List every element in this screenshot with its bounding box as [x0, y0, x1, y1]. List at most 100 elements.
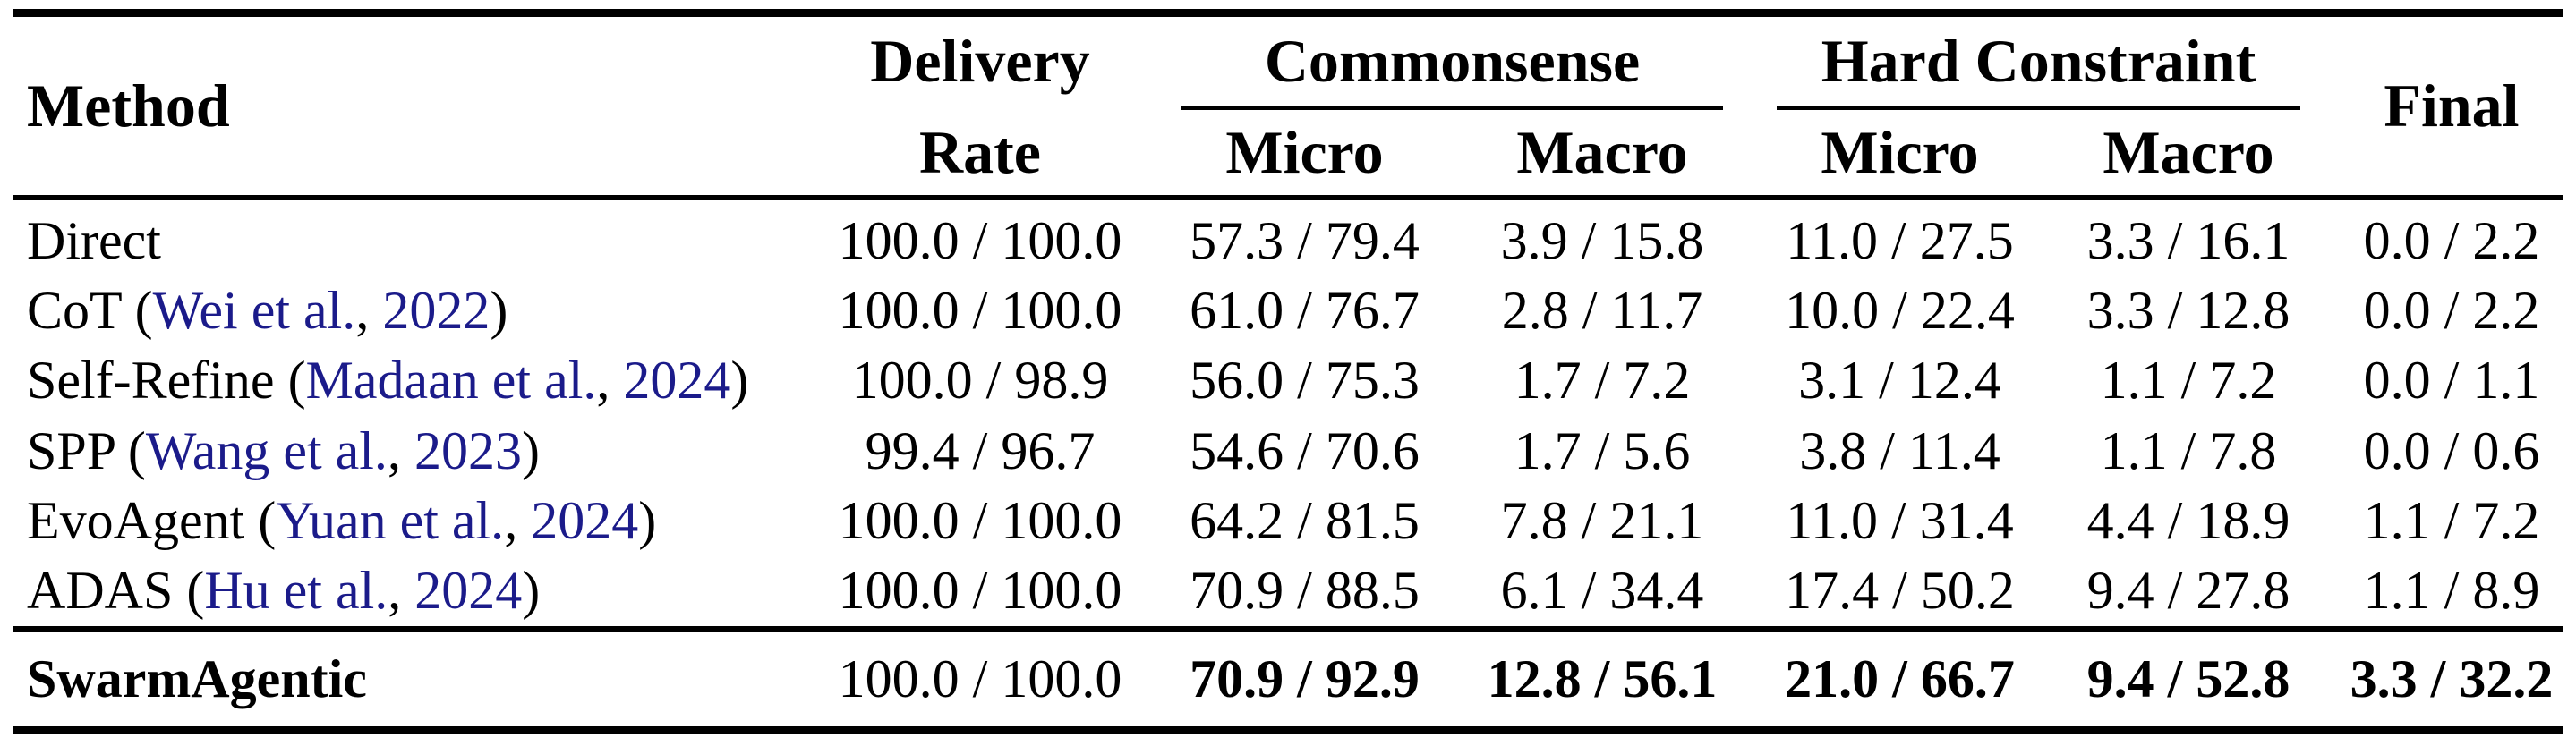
- commonsense-micro-cell: 61.0 / 76.7: [1190, 280, 1420, 340]
- group-header-hard-constraint: Hard Constraint Micro Macro: [1750, 17, 2327, 195]
- method-cell: Direct: [0, 210, 806, 272]
- citation-link[interactable]: Hu et al.: [204, 561, 388, 621]
- method-name: SPP (: [27, 420, 146, 480]
- hard-constraint-micro-cell: 3.1 / 12.4: [1798, 351, 2001, 411]
- commonsense-micro-cell: 56.0 / 75.3: [1190, 351, 1420, 411]
- table-row: Direct 100.0 / 100.0 57.3 / 79.4 3.9 / 1…: [0, 206, 2576, 276]
- citation-link[interactable]: Wei et al.: [152, 280, 356, 340]
- final-cell: 1.1 / 8.9: [2363, 561, 2540, 621]
- hard-constraint-micro-cell: 21.0 / 66.7: [1785, 649, 2015, 708]
- citation-link[interactable]: Wang et al.: [145, 420, 388, 480]
- citation-close: ): [638, 490, 657, 550]
- subheader-hard-constraint-micro: Micro: [1821, 118, 1979, 186]
- commonsense-micro-cell: 70.9 / 88.5: [1190, 561, 1420, 621]
- column-header-method: Method: [27, 72, 230, 140]
- hard-constraint-group-label: Hard Constraint: [1821, 27, 2256, 95]
- method-name: Direct: [27, 210, 161, 270]
- commonsense-micro-cell: 54.6 / 70.6: [1190, 420, 1420, 480]
- citation-close: ): [522, 561, 541, 621]
- citation-year-link[interactable]: 2023: [414, 420, 522, 480]
- citation-separator: ,: [596, 351, 624, 411]
- citation-year-link[interactable]: 2022: [382, 280, 490, 340]
- subheader-hard-constraint-macro: Macro: [2103, 118, 2274, 186]
- method-name: Self-Refine (: [27, 351, 306, 411]
- highlight-row-swarmagentic: SwarmAgentic 100.0 / 100.0 70.9 / 92.9 1…: [0, 632, 2576, 726]
- commonsense-macro-cell: 1.7 / 7.2: [1514, 351, 1691, 411]
- hard-constraint-micro-cell: 10.0 / 22.4: [1785, 280, 2015, 340]
- delivery-cell: 99.4 / 96.7: [865, 420, 1096, 480]
- delivery-cell: 100.0 / 100.0: [838, 210, 1122, 270]
- pre-highlight-rule: [13, 626, 2563, 632]
- commonsense-macro-cell: 6.1 / 34.4: [1500, 561, 1704, 621]
- header-rule: [13, 195, 2563, 200]
- method-name: ADAS (: [27, 561, 205, 621]
- hard-constraint-macro-cell: 4.4 / 18.9: [2086, 490, 2290, 550]
- citation-close: ): [490, 280, 508, 340]
- delivery-cell: 100.0 / 100.0: [838, 280, 1122, 340]
- hard-constraint-macro-cell: 9.4 / 27.8: [2086, 561, 2290, 621]
- commonsense-micro-cell: 57.3 / 79.4: [1190, 210, 1420, 270]
- table-row: CoT (Wei et al., 2022) 100.0 / 100.0 61.…: [0, 276, 2576, 345]
- method-name: CoT (: [27, 280, 153, 340]
- subheader-commonsense-micro: Micro: [1225, 118, 1384, 186]
- citation-close: ): [521, 420, 540, 480]
- delivery-header-line2: Rate: [919, 118, 1041, 186]
- hard-constraint-macro-cell: 9.4 / 52.8: [2086, 649, 2290, 708]
- commonsense-group-label: Commonsense: [1264, 27, 1641, 95]
- hard-constraint-macro-cell: 3.3 / 16.1: [2086, 210, 2290, 270]
- hard-constraint-micro-cell: 11.0 / 27.5: [1786, 210, 2014, 270]
- final-cell: 0.0 / 0.6: [2363, 420, 2540, 480]
- commonsense-micro-cell: 70.9 / 92.9: [1190, 649, 1420, 708]
- method-cell: EvoAgent (Yuan et al., 2024): [0, 490, 806, 552]
- citation-separator: ,: [387, 420, 414, 480]
- hard-constraint-micro-cell: 11.0 / 31.4: [1786, 490, 2014, 550]
- hard-constraint-macro-cell: 1.1 / 7.8: [2100, 420, 2277, 480]
- citation-separator: ,: [388, 561, 415, 621]
- hard-constraint-micro-cell: 17.4 / 50.2: [1785, 561, 2015, 621]
- cmidrule-commonsense: [1181, 106, 1723, 110]
- method-name: EvoAgent (: [27, 490, 277, 550]
- citation-year-link[interactable]: 2024: [531, 490, 639, 550]
- subheader-commonsense-macro: Macro: [1516, 118, 1688, 186]
- citation-separator: ,: [504, 490, 532, 550]
- citation-link[interactable]: Madaan et al.: [305, 351, 597, 411]
- commonsense-macro-cell: 12.8 / 56.1: [1487, 649, 1718, 708]
- cmidrule-hard-constraint: [1777, 106, 2300, 110]
- delivery-cell: 100.0 / 98.9: [851, 351, 1109, 411]
- method-cell: SPP (Wang et al., 2023): [0, 420, 806, 482]
- group-header-commonsense: Commonsense Micro Macro: [1155, 17, 1750, 195]
- citation-link[interactable]: Yuan et al.: [276, 490, 505, 550]
- final-cell: 1.1 / 7.2: [2363, 490, 2540, 550]
- commonsense-micro-cell: 64.2 / 81.5: [1190, 490, 1420, 550]
- table-row: Self-Refine (Madaan et al., 2024) 100.0 …: [0, 346, 2576, 416]
- method-cell: ADAS (Hu et al., 2024): [0, 560, 806, 622]
- column-header-final: Final: [2384, 72, 2520, 140]
- hard-constraint-micro-cell: 3.8 / 11.4: [1799, 420, 2000, 480]
- column-header-delivery-rate: Delivery Rate: [806, 17, 1155, 195]
- citation-year-link[interactable]: 2024: [623, 351, 731, 411]
- final-cell: 0.0 / 2.2: [2363, 280, 2540, 340]
- final-cell: 0.0 / 2.2: [2363, 210, 2540, 270]
- table-header: Method Delivery Rate Commonsense Micro M…: [0, 17, 2576, 195]
- commonsense-macro-cell: 2.8 / 11.7: [1501, 280, 1703, 340]
- method-cell: SwarmAgentic: [27, 649, 367, 708]
- delivery-cell: 100.0 / 100.0: [838, 561, 1122, 621]
- delivery-cell: 100.0 / 100.0: [838, 490, 1122, 550]
- delivery-cell: 100.0 / 100.0: [838, 649, 1122, 708]
- final-cell: 3.3 / 32.2: [2350, 649, 2554, 708]
- citation-year-link[interactable]: 2024: [414, 561, 523, 621]
- commonsense-macro-cell: 3.9 / 15.8: [1500, 210, 1704, 270]
- citation-separator: ,: [355, 280, 383, 340]
- citation-close: ): [730, 351, 749, 411]
- table-row: ADAS (Hu et al., 2024) 100.0 / 100.0 70.…: [0, 556, 2576, 626]
- method-cell: CoT (Wei et al., 2022): [0, 280, 806, 342]
- method-cell: Self-Refine (Madaan et al., 2024): [0, 350, 806, 411]
- table-body: Direct 100.0 / 100.0 57.3 / 79.4 3.9 / 1…: [0, 206, 2576, 626]
- hard-constraint-macro-cell: 3.3 / 12.8: [2086, 280, 2290, 340]
- delivery-header-line1: Delivery: [870, 27, 1090, 95]
- commonsense-macro-cell: 7.8 / 21.1: [1500, 490, 1704, 550]
- final-cell: 0.0 / 1.1: [2363, 351, 2540, 411]
- commonsense-macro-cell: 1.7 / 5.6: [1514, 420, 1691, 480]
- table-row: EvoAgent (Yuan et al., 2024) 100.0 / 100…: [0, 486, 2576, 555]
